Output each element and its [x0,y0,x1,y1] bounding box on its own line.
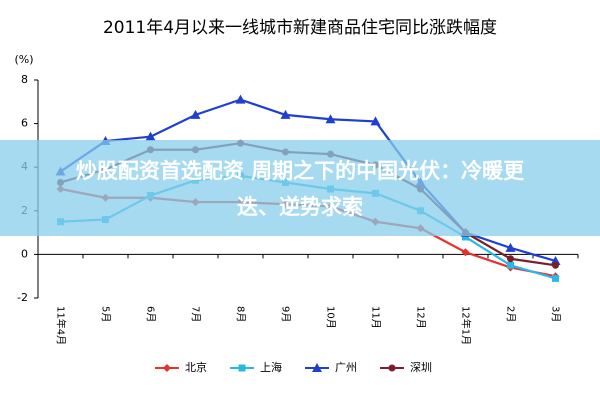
data-point [552,261,559,269]
legend-marker [312,363,322,372]
data-point [550,255,561,265]
banner [0,140,600,236]
x-tick-label: 6月 [145,306,157,322]
data-point [370,116,381,126]
chart-title: 2011年4月以来一线城市新建商品住宅同比涨跌幅度 [103,18,497,38]
banner-text: 炒股配资首选配资 周期之下的中国光伏：冷暖更 [76,159,525,183]
data-point [461,248,470,257]
y-tick-label: 8 [21,73,28,86]
data-point [145,131,156,141]
data-point [325,114,336,124]
legend-label: 北京 [185,360,207,374]
legend-marker [388,364,396,372]
x-tick-label: 2月 [505,306,517,322]
x-tick-label: 10月 [325,306,337,329]
legend-marker [163,364,171,372]
x-tick-label: 5月 [100,306,112,322]
data-point [505,242,516,252]
x-tick-label: 7月 [190,306,202,322]
y-tick-label: -2 [17,291,28,304]
y-tick-label: 6 [21,117,28,130]
x-tick-label: 3月 [550,306,562,322]
data-point [507,255,514,263]
legend-label: 广州 [335,361,357,374]
x-tick-label: 11年4月 [55,306,68,345]
y-tick-label: 0 [21,247,28,260]
banner-text: 迭、逆势求索 [237,195,363,219]
legend-label: 上海 [260,360,282,374]
data-point [462,233,469,241]
data-point [552,274,559,282]
legend-label: 深圳 [410,361,432,374]
data-point [190,109,201,119]
y-axis-label: (%) [14,53,33,66]
x-tick-label: 9月 [280,306,292,322]
data-point [235,94,246,104]
x-tick-label: 12月 [415,306,427,329]
x-tick-label: 12年1月 [460,306,473,345]
x-tick-label: 11月 [370,306,382,329]
data-point [280,109,291,119]
x-tick-label: 8月 [235,306,247,322]
legend-marker [238,364,246,372]
data-point [507,261,514,269]
